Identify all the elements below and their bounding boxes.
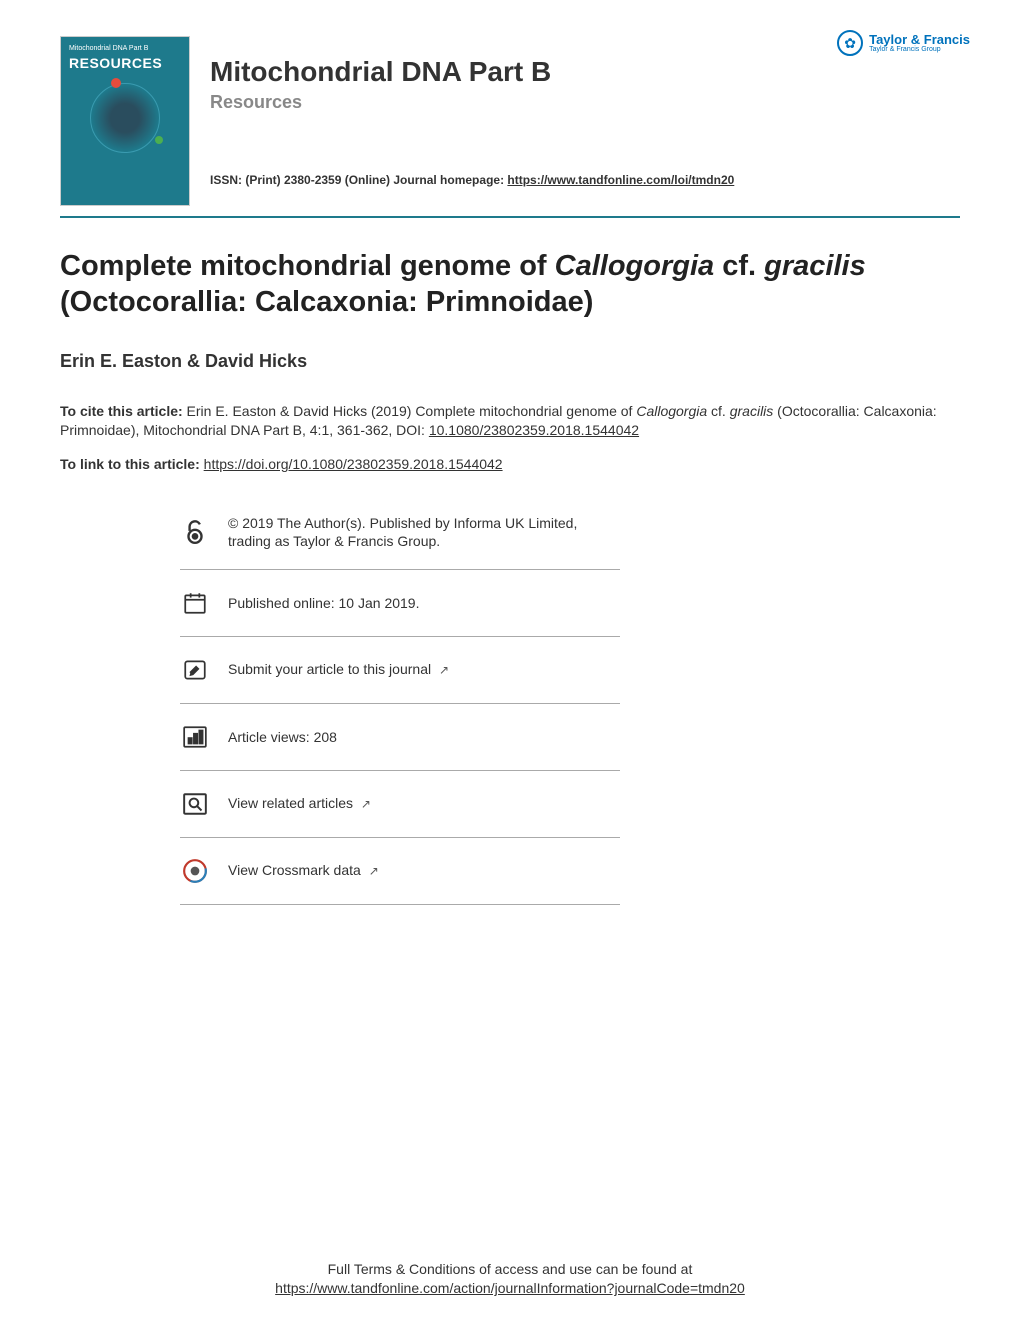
- metadata-list: © 2019 The Author(s). Published by Infor…: [180, 508, 620, 904]
- citation-italic-2: gracilis: [730, 403, 774, 419]
- citation-label: To cite this article:: [60, 403, 183, 419]
- journal-cover-thumbnail: Mitochondrial DNA Part B RESOURCES: [60, 36, 190, 206]
- citation-block: To cite this article: Erin E. Easton & D…: [60, 402, 960, 441]
- journal-homepage-link[interactable]: https://www.tandfonline.com/loi/tmdn20: [507, 173, 734, 187]
- citation-text-prefix: Erin E. Easton & David Hicks (2019) Comp…: [183, 403, 637, 419]
- external-link-icon: ↗: [369, 864, 379, 880]
- header-divider: [60, 216, 960, 218]
- title-prefix: Complete mitochondrial genome of: [60, 250, 555, 282]
- article-authors: Erin E. Easton & David Hicks: [60, 351, 960, 372]
- pencil-icon: [180, 655, 210, 685]
- header-row: Mitochondrial DNA Part B RESOURCES Mitoc…: [60, 36, 960, 206]
- journal-info: Mitochondrial DNA Part B Resources ISSN:…: [210, 36, 960, 187]
- citation-italic-1: Callogorgia: [636, 403, 707, 419]
- crossmark-label: View Crossmark data: [228, 862, 361, 878]
- cover-small-text: Mitochondrial DNA Part B: [69, 45, 181, 53]
- title-italic-1: Callogorgia: [555, 250, 715, 282]
- external-link-icon: ↗: [439, 663, 449, 679]
- metadata-related-text[interactable]: View related articles ↗: [228, 794, 371, 813]
- footer-terms-link[interactable]: https://www.tandfonline.com/action/journ…: [275, 1280, 745, 1296]
- issn-prefix: ISSN: (Print) 2380-2359 (Online) Journal…: [210, 173, 507, 187]
- submit-label: Submit your article to this journal: [228, 661, 431, 677]
- external-link-icon: ↗: [361, 797, 371, 813]
- metadata-item-license: © 2019 The Author(s). Published by Infor…: [180, 508, 620, 569]
- article-doi-link[interactable]: https://doi.org/10.1080/23802359.2018.15…: [204, 456, 503, 472]
- publisher-tagline: Taylor & Francis Group: [869, 46, 970, 53]
- journal-subtitle: Resources: [210, 92, 960, 113]
- publisher-icon: ✿: [837, 30, 863, 56]
- crossmark-icon: [180, 856, 210, 886]
- metadata-crossmark-text[interactable]: View Crossmark data ↗: [228, 861, 379, 880]
- page-footer: Full Terms & Conditions of access and us…: [0, 1260, 1020, 1299]
- metadata-item-published: Published online: 10 Jan 2019.: [180, 570, 620, 637]
- metadata-published-text: Published online: 10 Jan 2019.: [228, 594, 419, 612]
- bar-chart-icon: [180, 722, 210, 752]
- cover-title: RESOURCES: [69, 55, 181, 71]
- metadata-views-text: Article views: 208: [228, 728, 337, 746]
- metadata-item-submit[interactable]: Submit your article to this journal ↗: [180, 637, 620, 704]
- metadata-item-related[interactable]: View related articles ↗: [180, 771, 620, 838]
- issn-line: ISSN: (Print) 2380-2359 (Online) Journal…: [210, 173, 960, 187]
- title-italic-2: gracilis: [764, 250, 866, 282]
- metadata-item-crossmark[interactable]: View Crossmark data ↗: [180, 838, 620, 905]
- journal-name: Mitochondrial DNA Part B: [210, 56, 960, 88]
- citation-doi-link[interactable]: 10.1080/23802359.2018.1544042: [429, 422, 639, 438]
- metadata-license-text: © 2019 The Author(s). Published by Infor…: [228, 514, 620, 550]
- link-label: To link to this article:: [60, 456, 204, 472]
- publisher-name: Taylor & Francis: [869, 33, 970, 46]
- magnifier-icon: [180, 789, 210, 819]
- citation-text-mid: cf.: [707, 403, 730, 419]
- publisher-logo: ✿ Taylor & Francis Taylor & Francis Grou…: [837, 30, 970, 56]
- related-label: View related articles: [228, 795, 353, 811]
- footer-line1: Full Terms & Conditions of access and us…: [0, 1260, 1020, 1280]
- metadata-item-views: Article views: 208: [180, 704, 620, 771]
- open-access-icon: [180, 517, 210, 547]
- calendar-icon: [180, 588, 210, 618]
- metadata-submit-text[interactable]: Submit your article to this journal ↗: [228, 660, 449, 679]
- cover-graphic: [90, 83, 160, 153]
- link-block: To link to this article: https://doi.org…: [60, 455, 960, 475]
- article-title: Complete mitochondrial genome of Callogo…: [60, 248, 960, 321]
- title-mid: cf.: [714, 250, 764, 282]
- title-suffix: (Octocorallia: Calcaxonia: Primnoidae): [60, 286, 593, 318]
